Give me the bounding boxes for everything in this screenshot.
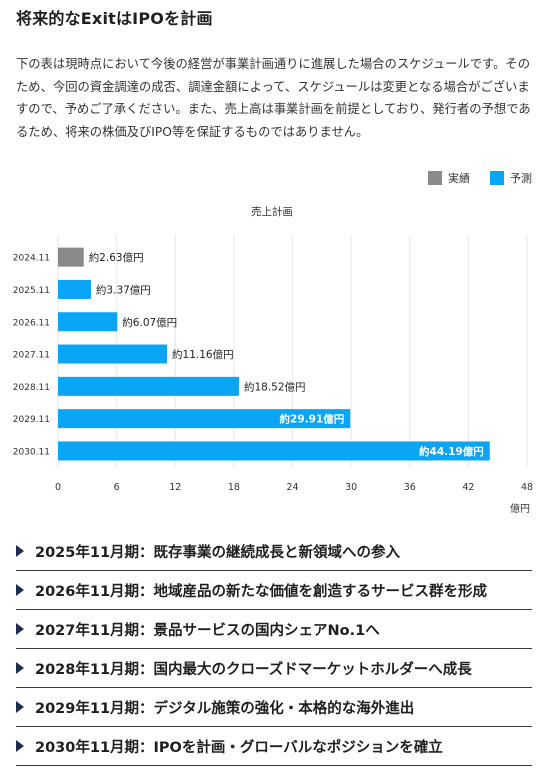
triangle-right-icon bbox=[16, 584, 24, 596]
timeline-item-text: 2027年11月期：景品サービスの国内シェアNo.1へ bbox=[35, 622, 380, 639]
y-category-label: 2030.11 bbox=[13, 447, 50, 457]
y-category-label: 2026.11 bbox=[13, 318, 50, 328]
sales-plan-chart: 売上計画 約2.63億円約3.37億円約6.07億円約11.16億円約18.52… bbox=[13, 205, 533, 515]
y-category-label: 2029.11 bbox=[13, 415, 50, 425]
bar-value-label: 約3.37億円 bbox=[96, 283, 151, 296]
bar-value-label: 約11.16億円 bbox=[172, 348, 234, 361]
bar bbox=[58, 279, 91, 299]
x-tick-label: 42 bbox=[462, 482, 474, 493]
bar-value-label: 約44.19億円 bbox=[419, 445, 484, 458]
chart-title: 売上計画 bbox=[251, 205, 293, 218]
x-tick-label: 12 bbox=[169, 482, 181, 493]
y-category-label: 2027.11 bbox=[13, 351, 50, 361]
legend-swatch-forecast bbox=[490, 171, 504, 185]
axis-unit-label: 億円 bbox=[510, 502, 530, 515]
triangle-right-icon bbox=[16, 701, 24, 713]
triangle-right-icon bbox=[16, 740, 24, 752]
bar-value-label: 約2.63億円 bbox=[89, 251, 144, 264]
legend-item-forecast: 予測 bbox=[490, 170, 532, 186]
timeline-item[interactable]: 2028年11月期：国内最大のクローズドマーケットホルダーへ成長 bbox=[16, 649, 532, 688]
timeline-item-text: 2028年11月期：国内最大のクローズドマーケットホルダーへ成長 bbox=[35, 661, 472, 678]
y-category-label: 2025.11 bbox=[13, 286, 50, 296]
timeline-item-text: 2025年11月期：既存事業の継続成長と新領域への参入 bbox=[35, 544, 401, 561]
bar bbox=[58, 441, 490, 461]
triangle-right-icon bbox=[16, 662, 24, 674]
chart-legend: 実績 予測 bbox=[408, 170, 532, 186]
description-text: 下の表は現時点において今後の経営が事業計画通りに進展した場合のスケジュールです。… bbox=[16, 57, 531, 139]
bar-value-label: 約18.52億円 bbox=[244, 380, 306, 393]
x-tick-label: 24 bbox=[286, 482, 298, 493]
bar-value-label: 約29.91億円 bbox=[280, 413, 345, 426]
timeline-item[interactable]: 2027年11月期：景品サービスの国内シェアNo.1へ bbox=[16, 610, 532, 649]
triangle-right-icon bbox=[16, 623, 24, 635]
x-tick-label: 18 bbox=[228, 482, 240, 493]
timeline-item[interactable]: 2026年11月期：地域産品の新たな価値を創造するサービス群を形成 bbox=[16, 571, 532, 610]
bar bbox=[58, 409, 351, 429]
legend-label-forecast: 予測 bbox=[510, 172, 532, 185]
legend-item-actual: 実績 bbox=[428, 170, 470, 186]
legend-label-actual: 実績 bbox=[448, 172, 470, 185]
legend-swatch-actual bbox=[428, 171, 442, 185]
timeline-item[interactable]: 2029年11月期：デジタル施策の強化・本格的な海外進出 bbox=[16, 688, 532, 727]
timeline-item-text: 2026年11月期：地域産品の新たな価値を創造するサービス群を形成 bbox=[35, 583, 488, 600]
x-tick-label: 6 bbox=[114, 482, 120, 493]
bar-value-label: 約6.07億円 bbox=[122, 316, 177, 329]
x-tick-label: 30 bbox=[345, 482, 357, 493]
timeline-item-text: 2030年11月期：IPOを計画・グローバルなポジションを確立 bbox=[35, 739, 443, 756]
timeline-item-text: 2029年11月期：デジタル施策の強化・本格的な海外進出 bbox=[35, 700, 415, 717]
bar bbox=[58, 312, 118, 332]
page-title: 将来的なExitはIPOを計画 bbox=[16, 9, 213, 28]
triangle-right-icon bbox=[16, 545, 24, 557]
timeline-item[interactable]: 2025年11月期：既存事業の継続成長と新領域への参入 bbox=[16, 532, 532, 571]
x-tick-label: 0 bbox=[55, 482, 61, 493]
x-tick-label: 36 bbox=[404, 482, 416, 493]
timeline-item[interactable]: 2030年11月期：IPOを計画・グローバルなポジションを確立 bbox=[16, 727, 532, 766]
bar bbox=[58, 344, 168, 364]
y-category-label: 2028.11 bbox=[13, 383, 50, 393]
bar bbox=[58, 247, 84, 267]
bar bbox=[58, 376, 239, 396]
y-category-label: 2024.11 bbox=[13, 254, 50, 264]
x-tick-label: 48 bbox=[521, 482, 533, 493]
